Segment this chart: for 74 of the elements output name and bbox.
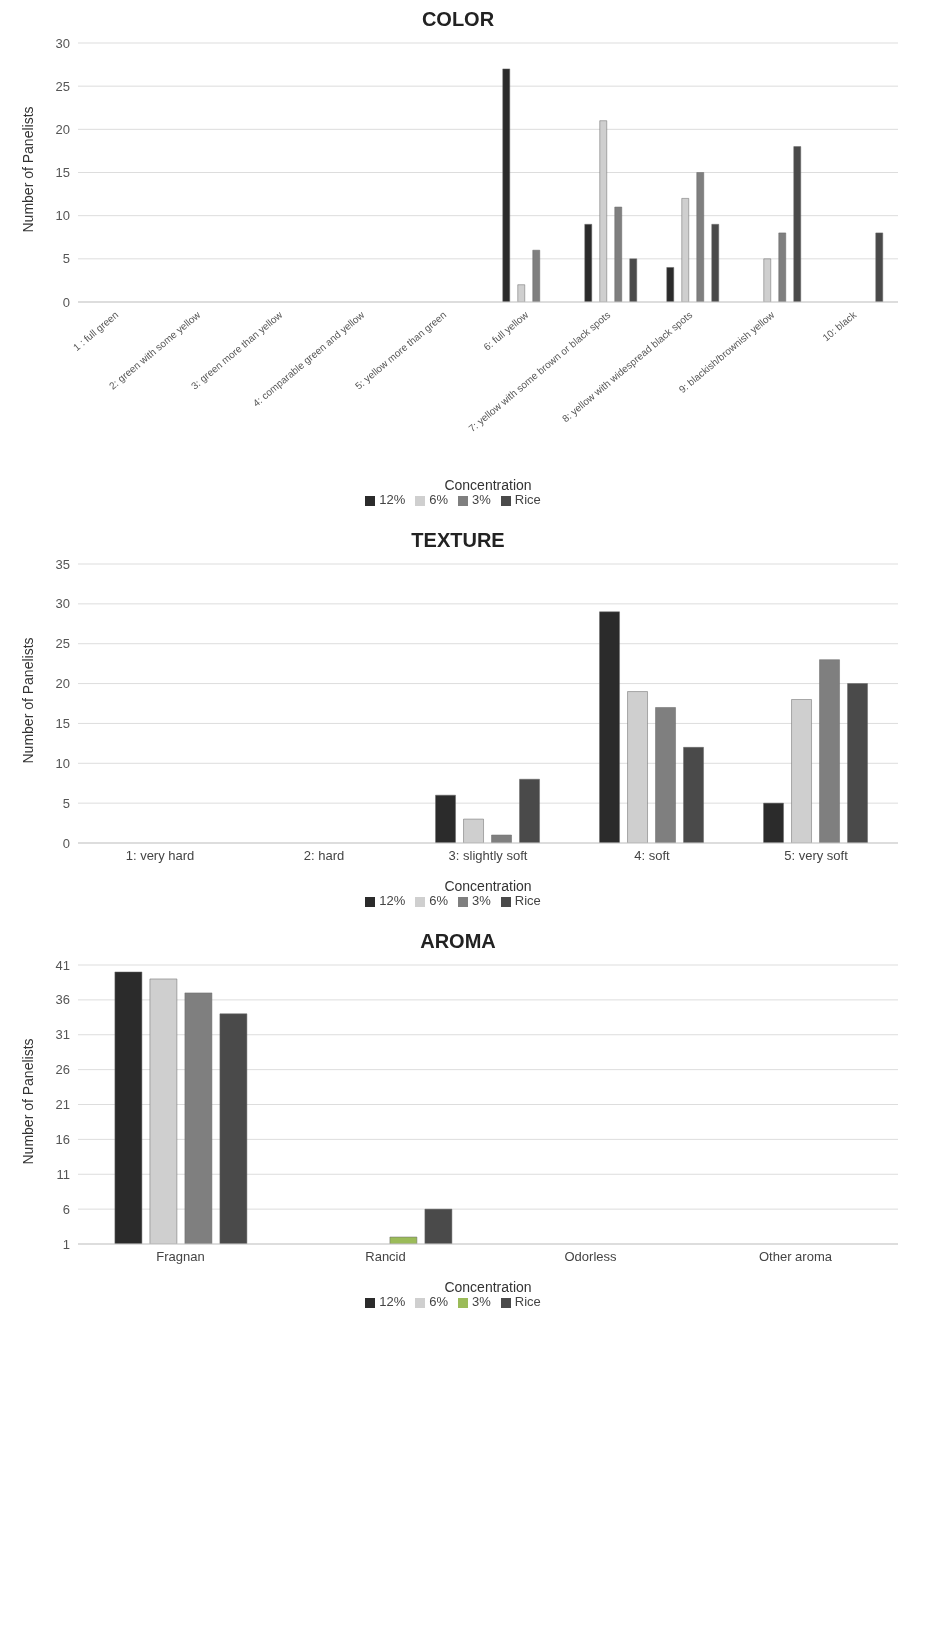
bar [711, 224, 720, 302]
y-axis-title: Number of Panelists [19, 637, 36, 764]
legend-label: 6% [429, 492, 448, 507]
legend-label: 6% [429, 1294, 448, 1309]
bar [793, 146, 802, 302]
chart-title: TEXTURE [410, 529, 506, 552]
legend-label: 12% [379, 492, 406, 507]
y-tick-label: 30 [55, 35, 70, 51]
chart-title: COLOR [420, 8, 496, 31]
y-tick-label: 25 [55, 636, 70, 652]
bar [599, 611, 620, 843]
x-tick-label: Rancid [365, 1249, 406, 1265]
x-tick-label: 1: very hard [125, 848, 195, 864]
x-axis-title: Concentration [444, 878, 532, 894]
bar [532, 249, 541, 302]
bar [491, 834, 512, 843]
bar [819, 659, 840, 843]
y-tick-label: 10 [55, 755, 70, 771]
y-tick-label: 10 [55, 208, 70, 224]
x-tick-label: Odorless [564, 1249, 617, 1265]
y-tick-label: 25 [55, 78, 70, 94]
y-tick-label: 26 [55, 1062, 70, 1078]
bar [763, 802, 784, 843]
bar [778, 232, 787, 302]
legend-label: Rice [514, 1294, 541, 1309]
bar [696, 172, 705, 302]
x-axis-title: Concentration [444, 1279, 532, 1295]
y-tick-label: 20 [55, 676, 70, 692]
y-axis-title: Number of Panelists [19, 1038, 36, 1165]
x-tick-label: Fragnan [156, 1249, 205, 1265]
y-tick-label: 35 [55, 556, 70, 572]
y-tick-label: 21 [55, 1097, 70, 1113]
legend-label: Rice [514, 893, 541, 908]
y-tick-label: 15 [55, 716, 70, 732]
bar [683, 747, 704, 843]
y-tick-label: 0 [62, 835, 70, 851]
bar [435, 794, 456, 843]
y-axis-title: Number of Panelists [19, 106, 36, 233]
bar [519, 778, 540, 843]
bar [655, 707, 676, 843]
legend-label: 6% [429, 893, 448, 908]
legend-label: 12% [379, 893, 406, 908]
bar [584, 224, 593, 302]
y-tick-label: 31 [55, 1027, 70, 1043]
y-tick-label: 30 [55, 596, 70, 612]
legend-label: 3% [472, 1294, 491, 1309]
x-tick-label: Other aroma [759, 1249, 833, 1265]
y-tick-label: 0 [62, 294, 70, 310]
legend-label: 12% [379, 1294, 406, 1309]
bar [847, 683, 868, 843]
x-axis-title: Concentration [444, 477, 532, 493]
bar [614, 206, 623, 302]
x-tick-label: 4: soft [634, 848, 671, 864]
x-tick-label: 2: hard [303, 848, 345, 864]
y-tick-label: 5 [62, 251, 70, 267]
bar [502, 68, 511, 302]
x-tick-label: 3: slightly soft [448, 848, 528, 864]
chart-title: AROMA [419, 930, 497, 953]
y-tick-label: 41 [55, 957, 70, 973]
bar [875, 232, 884, 302]
y-tick-label: 11 [56, 1166, 70, 1182]
y-tick-label: 36 [55, 992, 70, 1008]
y-tick-label: 15 [55, 165, 70, 181]
bar [666, 267, 675, 302]
y-tick-label: 6 [62, 1201, 70, 1217]
y-tick-label: 1 [62, 1236, 70, 1252]
y-tick-label: 20 [55, 121, 70, 137]
legend-label: Rice [514, 492, 541, 507]
y-tick-label: 16 [55, 1131, 70, 1147]
bar [629, 258, 638, 302]
y-tick-label: 5 [62, 795, 70, 811]
legend-label: 3% [472, 492, 491, 507]
legend-label: 3% [472, 893, 491, 908]
x-tick-label: 5: very soft [784, 848, 849, 864]
